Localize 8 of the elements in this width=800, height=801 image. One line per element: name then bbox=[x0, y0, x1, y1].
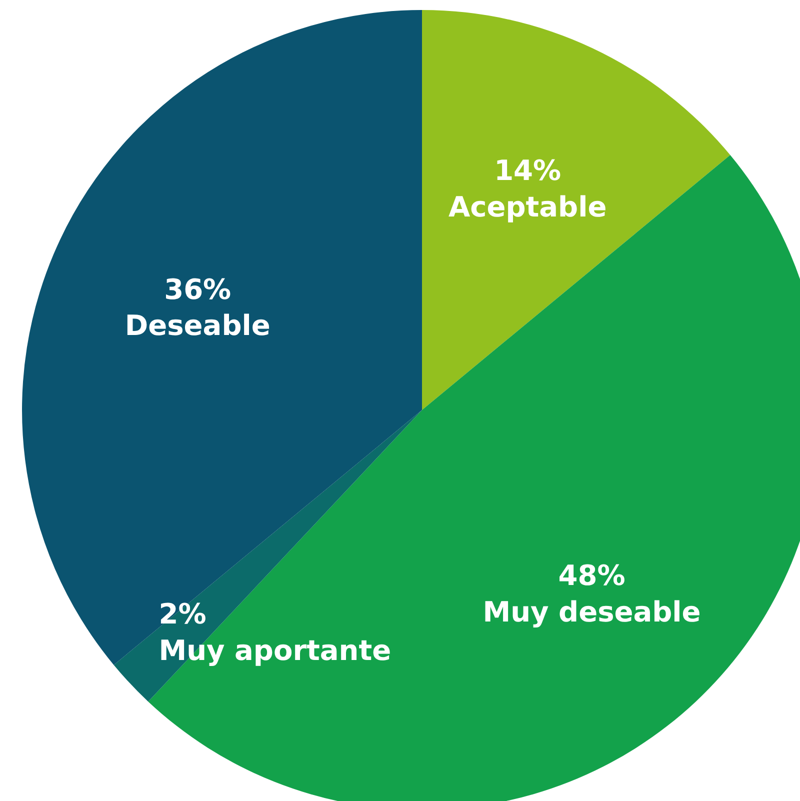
slice-label: Muy aportante bbox=[158, 634, 392, 667]
data-label: 2% bbox=[158, 597, 206, 630]
data-label: 48% bbox=[558, 559, 626, 592]
slice-label: Aceptable bbox=[448, 190, 607, 224]
slice-label: Deseable bbox=[124, 309, 270, 342]
slice-label: Muy deseable bbox=[482, 596, 701, 629]
data-label: 36% bbox=[164, 272, 232, 306]
data-label: 14% bbox=[494, 154, 562, 188]
